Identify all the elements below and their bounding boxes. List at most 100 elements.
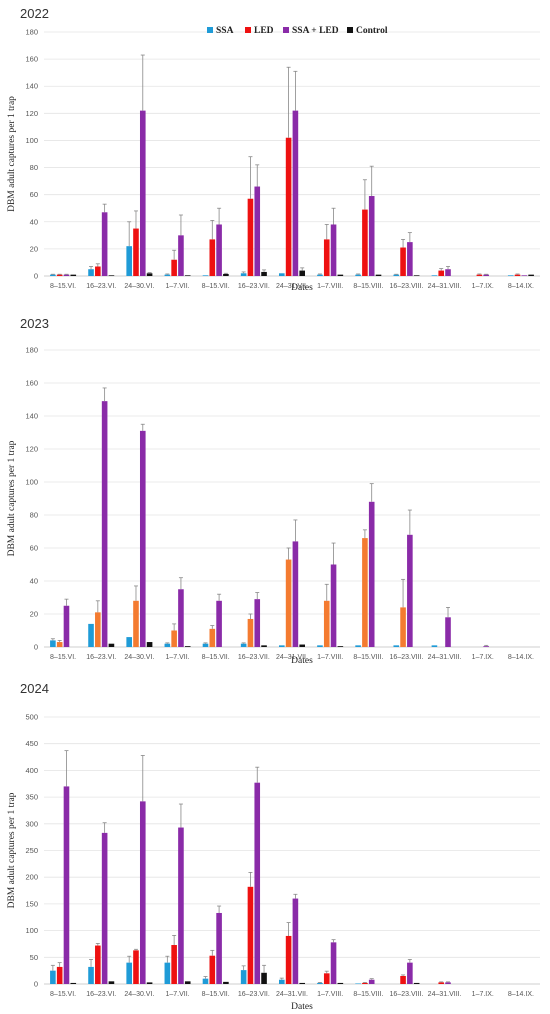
bar-ssa-led bbox=[101, 212, 108, 276]
bar-control bbox=[337, 274, 344, 276]
bar-ssa bbox=[431, 275, 438, 276]
x-tick-label: 24–30.VI. bbox=[124, 283, 154, 290]
bar-control bbox=[261, 972, 267, 984]
bar-control bbox=[108, 981, 115, 984]
bar-control bbox=[413, 275, 420, 276]
bar-ssa-led bbox=[368, 979, 375, 984]
y-tick-label: 100 bbox=[25, 136, 38, 145]
bar-ssa-led bbox=[63, 274, 70, 276]
chart-2023: 2023 0 20 40 60 80 100 120 140 160 180 DBM adult ca… bbox=[7, 316, 540, 666]
x-tick-label: 1–7.VIII. bbox=[317, 991, 343, 998]
bar-led bbox=[362, 538, 368, 647]
legend-swatch bbox=[347, 27, 353, 33]
bar-led bbox=[323, 973, 330, 984]
bar-control bbox=[337, 982, 344, 984]
x-tick-label: 16–23.VI. bbox=[86, 991, 116, 998]
bar-led bbox=[362, 982, 368, 984]
y-tick-label: 350 bbox=[25, 793, 38, 802]
x-axis-label: Dates bbox=[291, 1002, 313, 1012]
bar-ssa bbox=[431, 645, 438, 647]
bar-ssa-led bbox=[330, 224, 337, 276]
legend: SSA LED SSA + LED Control bbox=[207, 26, 388, 36]
bar-control bbox=[528, 274, 534, 276]
y-tick-label: 40 bbox=[30, 577, 38, 586]
y-tick-label: 120 bbox=[25, 109, 38, 118]
bar-ssa-led bbox=[292, 898, 299, 984]
y-tick-label: 100 bbox=[25, 478, 38, 487]
bar-ssa bbox=[240, 643, 247, 647]
bar-ssa bbox=[240, 273, 247, 276]
bar-ssa-led bbox=[254, 186, 261, 276]
bar-ssa-led bbox=[445, 269, 451, 276]
bar-ssa-led bbox=[216, 912, 222, 984]
x-tick-label: 16–23.VIII. bbox=[390, 654, 424, 661]
x-tick-label: 8–15.VI. bbox=[50, 654, 76, 661]
bar-ssa bbox=[317, 982, 323, 984]
y-tick-label: 150 bbox=[25, 899, 38, 908]
x-tick-label: 8–15.VII. bbox=[202, 283, 230, 290]
x-tick-label: 8–15.VII. bbox=[202, 991, 230, 998]
bar-ssa-led bbox=[63, 786, 70, 984]
bar-ssa bbox=[393, 645, 400, 647]
bar-led bbox=[171, 259, 177, 276]
bar-led bbox=[133, 950, 139, 984]
bar-led bbox=[95, 945, 101, 984]
bar-control bbox=[146, 642, 153, 647]
x-tick-label: 24–31.VII. bbox=[276, 654, 308, 661]
y-axis-label: DBM adult captures per 1 trap bbox=[7, 792, 17, 908]
x-tick-label: 1–7.VII. bbox=[165, 283, 189, 290]
x-tick-label: 1–7.VII. bbox=[165, 991, 189, 998]
bar-led bbox=[247, 198, 254, 276]
legend-swatch bbox=[207, 27, 213, 33]
x-tick-label: 16–23.VI. bbox=[86, 654, 116, 661]
bar-control bbox=[413, 982, 420, 984]
bar-ssa-led bbox=[216, 224, 222, 276]
bar-ssa bbox=[126, 637, 132, 647]
bar-ssa-led bbox=[178, 827, 184, 984]
y-tick-label: 400 bbox=[25, 766, 38, 775]
bar-ssa bbox=[126, 962, 132, 984]
bar-ssa-led bbox=[292, 110, 299, 276]
y-axis-label: DBM adult captures per 1 trap bbox=[7, 96, 17, 212]
bar-ssa-led bbox=[445, 617, 451, 647]
bar-ssa-led bbox=[330, 942, 337, 984]
bar-led bbox=[247, 618, 254, 647]
bar-ssa-led bbox=[330, 564, 337, 647]
x-tick-label: 16–23.VIII. bbox=[390, 991, 424, 998]
chart-title: 2022 bbox=[20, 6, 49, 21]
bar-control bbox=[70, 274, 77, 276]
chart-title: 2024 bbox=[20, 681, 49, 696]
y-tick-label: 450 bbox=[25, 739, 38, 748]
bar-ssa bbox=[279, 273, 285, 276]
bar-led bbox=[438, 982, 445, 984]
bar-ssa bbox=[88, 966, 94, 984]
bar-ssa bbox=[88, 623, 94, 647]
x-tick-label: 8–15.VI. bbox=[50, 283, 76, 290]
bar-ssa-led bbox=[368, 196, 375, 276]
x-tick-label: 8–15.VIII. bbox=[353, 283, 383, 290]
x-tick-label: 24–31.VIII. bbox=[428, 991, 462, 998]
bar-led bbox=[362, 209, 368, 276]
bar-ssa bbox=[164, 962, 171, 984]
legend-item: LED bbox=[254, 26, 274, 36]
bar-control bbox=[375, 274, 382, 276]
y-tick-label: 180 bbox=[25, 346, 38, 355]
y-tick-label: 160 bbox=[25, 379, 38, 388]
bar-control bbox=[184, 275, 191, 276]
bar-led bbox=[323, 239, 330, 276]
bar-led bbox=[171, 630, 177, 647]
y-tick-label: 80 bbox=[30, 511, 38, 520]
bar-ssa bbox=[164, 274, 171, 276]
bar-led bbox=[171, 945, 177, 984]
bar-led bbox=[285, 137, 292, 276]
bar-led bbox=[285, 935, 292, 984]
legend-swatch bbox=[245, 27, 251, 33]
x-axis-label: Dates bbox=[291, 283, 313, 293]
bar-control bbox=[299, 982, 305, 984]
bar-ssa-led bbox=[139, 430, 146, 647]
legend-item: SSA bbox=[216, 26, 234, 36]
x-tick-label: 24–31.VII. bbox=[276, 991, 308, 998]
bar-ssa bbox=[507, 275, 514, 276]
bar-ssa-led bbox=[139, 801, 146, 984]
